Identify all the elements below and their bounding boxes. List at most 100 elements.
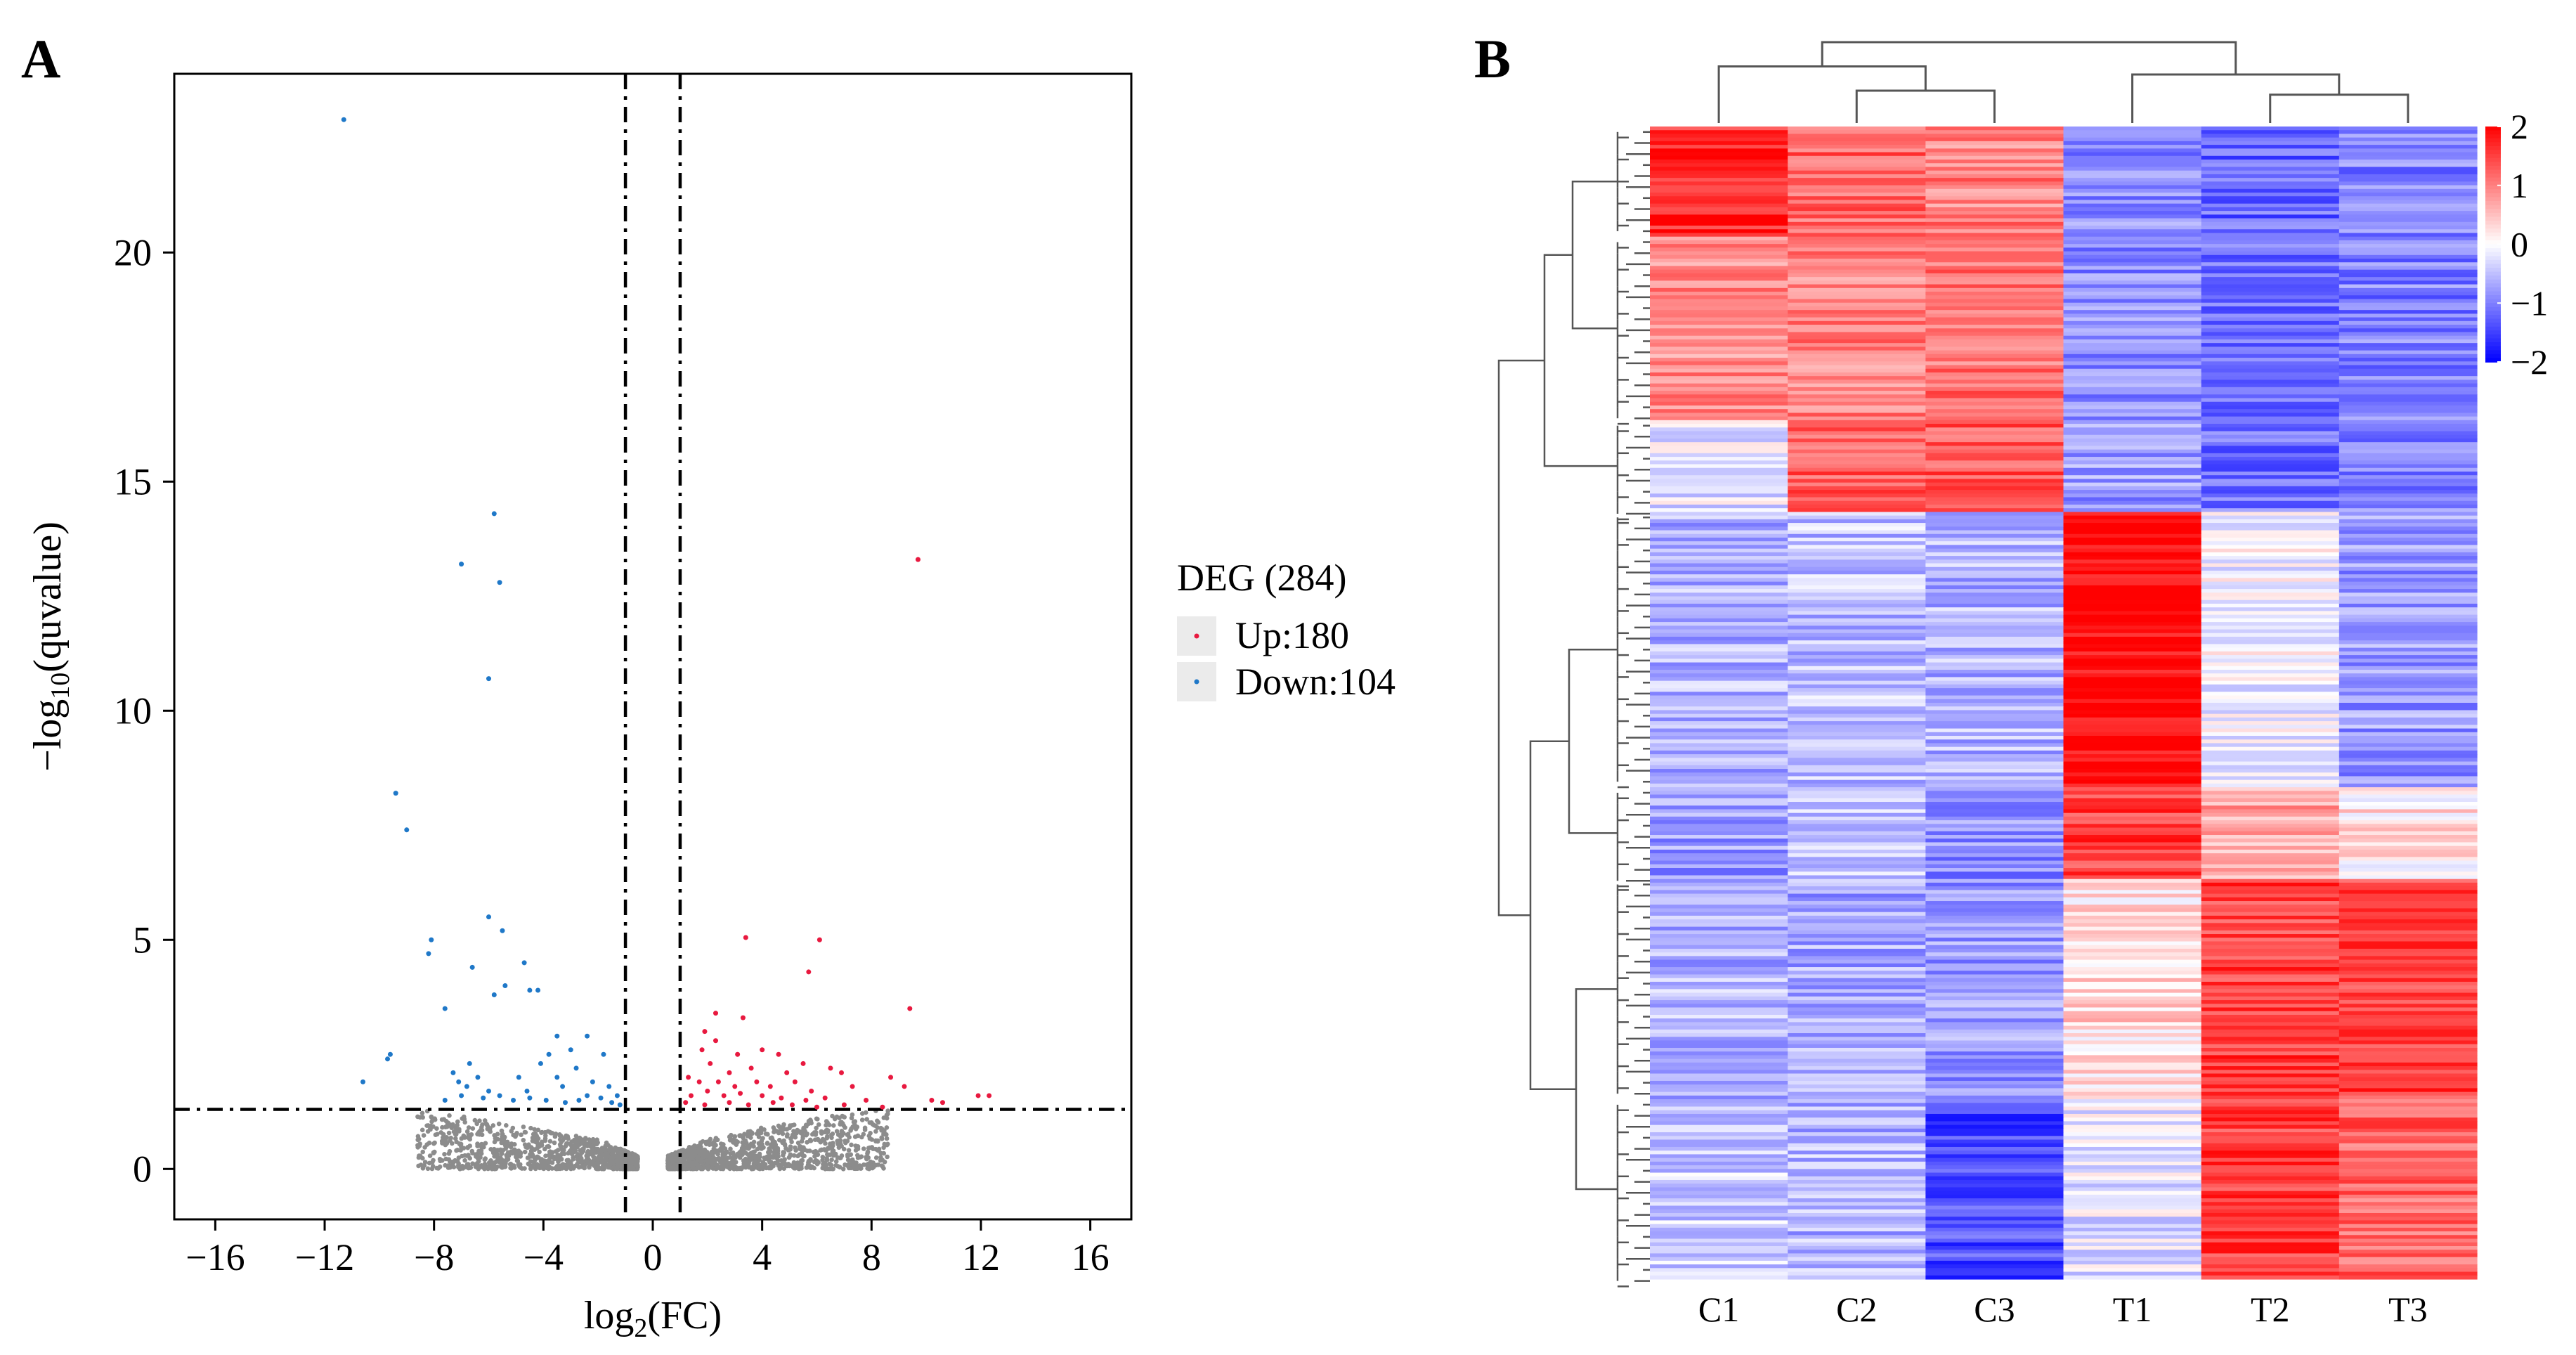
- heatmap-cell: [2201, 1103, 2340, 1108]
- heatmap-cell: [1788, 728, 1926, 733]
- ns-point: [828, 1162, 834, 1168]
- heatmap-cell: [1650, 831, 1788, 836]
- heatmap-cell: [1788, 1250, 1926, 1254]
- heatmap-cell: [2201, 651, 2340, 656]
- heatmap-cell: [2338, 490, 2478, 494]
- heatmap-cell: [1650, 662, 1788, 667]
- ns-point: [875, 1138, 880, 1143]
- heatmap-cell: [2338, 860, 2478, 865]
- heatmap-cell: [1788, 563, 1926, 568]
- heatmap-cell: [2201, 1066, 2340, 1070]
- heatmap-cell: [1925, 647, 2064, 652]
- ns-point: [870, 1165, 875, 1171]
- heatmap-cell: [2201, 519, 2340, 524]
- heatmap-cell: [1650, 1253, 1788, 1258]
- ns-point: [427, 1160, 432, 1166]
- heatmap-cell: [1650, 1187, 1788, 1192]
- ns-point: [575, 1139, 580, 1145]
- heatmap-cell: [1650, 387, 1788, 391]
- heatmap-cell: [2201, 633, 2340, 637]
- heatmap-cell: [1650, 1245, 1788, 1250]
- heatmap-cell: [1650, 607, 1788, 612]
- heatmap-cell: [2063, 302, 2202, 307]
- x-tick-label: −8: [414, 1236, 454, 1278]
- heatmap-cell: [2201, 431, 2340, 436]
- color-scale-step: [2485, 323, 2501, 328]
- heatmap-cell: [2201, 203, 2340, 208]
- heatmap-cell: [1788, 893, 1926, 898]
- heatmap-cell: [1788, 1209, 1926, 1214]
- down-point: [360, 1079, 366, 1084]
- ns-point: [742, 1150, 748, 1155]
- heatmap-cell: [1788, 420, 1926, 424]
- heatmap-cell: [2201, 449, 2340, 454]
- heatmap-cell: [1788, 148, 1926, 153]
- ns-point: [831, 1148, 836, 1153]
- heatmap-cell: [1925, 277, 2064, 281]
- heatmap-cell: [1788, 530, 1926, 535]
- heatmap-cell: [1925, 805, 2064, 810]
- heatmap-cell: [1925, 857, 2064, 862]
- heatmap-cell: [1788, 1161, 1926, 1166]
- ns-point: [767, 1160, 772, 1165]
- heatmap-cell: [1925, 266, 2064, 271]
- ns-point: [855, 1144, 861, 1149]
- ns-point: [826, 1166, 831, 1172]
- ns-point: [781, 1166, 786, 1171]
- heatmap-cell: [2338, 640, 2478, 645]
- heatmap-cell: [2201, 446, 2340, 450]
- ns-point-cloud: [415, 1108, 890, 1172]
- heatmap-cell: [2338, 233, 2478, 238]
- heatmap-cell: [2201, 266, 2340, 271]
- ns-point: [747, 1145, 752, 1150]
- heatmap-cell: [1788, 1025, 1926, 1030]
- heatmap-cell: [2338, 868, 2478, 872]
- heatmap-cell: [1650, 938, 1788, 942]
- heatmap-cell: [2201, 1091, 2340, 1096]
- ns-point: [522, 1129, 528, 1135]
- ns-point: [475, 1143, 480, 1148]
- heatmap-cell: [2063, 669, 2202, 674]
- heatmap-cell: [2338, 1099, 2478, 1103]
- heatmap-cell: [1925, 515, 2064, 520]
- heatmap-cell: [1788, 214, 1926, 219]
- heatmap-cell: [2063, 167, 2202, 171]
- heatmap-cell: [1650, 247, 1788, 252]
- ns-point: [474, 1152, 479, 1157]
- heatmap-cell: [1925, 963, 2064, 968]
- heatmap-cell: [2201, 160, 2340, 164]
- heatmap-cell: [1650, 1260, 1788, 1265]
- heatmap-cell: [2338, 1044, 2478, 1049]
- heatmap-cell: [1788, 295, 1926, 300]
- heatmap-cell: [1650, 1124, 1788, 1129]
- ns-point: [849, 1158, 854, 1163]
- heatmap-cell: [2063, 592, 2202, 597]
- heatmap-cell: [1788, 1194, 1926, 1199]
- heatmap-cell: [1788, 633, 1926, 637]
- heatmap-cell: [1650, 174, 1788, 179]
- heatmap-cell: [2201, 211, 2340, 215]
- heatmap-cell: [2201, 1029, 2340, 1034]
- ns-point: [813, 1148, 818, 1154]
- heatmap-cell: [1788, 905, 1926, 909]
- heatmap-cell: [1925, 299, 2064, 304]
- heatmap-cell: [2338, 1073, 2478, 1078]
- heatmap-cell: [2338, 141, 2478, 145]
- heatmap-cell: [2338, 659, 2478, 663]
- heatmap-cell: [2063, 566, 2202, 571]
- heatmap-cell: [2201, 1224, 2340, 1228]
- heatmap-cell: [2338, 170, 2478, 175]
- color-scale-step: [2485, 279, 2501, 285]
- down-point: [442, 1006, 448, 1011]
- heatmap-cell: [2063, 1029, 2202, 1034]
- heatmap-cell: [2063, 581, 2202, 586]
- heatmap-cell: [2338, 1150, 2478, 1155]
- ns-point: [443, 1156, 448, 1162]
- heatmap-cell: [2338, 306, 2478, 311]
- heatmap-cell: [1650, 493, 1788, 498]
- down-point: [387, 1051, 393, 1057]
- heatmap-cell: [2063, 310, 2202, 314]
- heatmap-cell: [1788, 1040, 1926, 1045]
- heatmap-cell: [1925, 655, 2064, 659]
- heatmap-cell: [1788, 857, 1926, 862]
